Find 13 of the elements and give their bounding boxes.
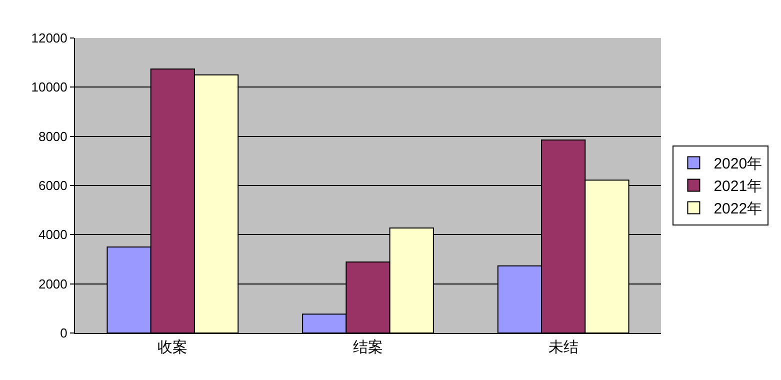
x-tick-label: 收案 <box>158 339 188 356</box>
y-tick-label: 8000 <box>38 128 68 144</box>
legend-label: 2022年 <box>714 200 762 218</box>
y-tick-label: 10000 <box>31 80 68 95</box>
y-tick-label: 6000 <box>38 178 68 194</box>
x-tick-label: 未结 <box>548 339 578 356</box>
x-tick-label: 结案 <box>353 339 383 356</box>
y-tick-label: 0 <box>60 326 68 341</box>
y-tick-label: 4000 <box>38 227 68 242</box>
y-tick-label: 2000 <box>38 276 68 292</box>
y-tick-label: 12000 <box>31 30 68 46</box>
legend-label: 2021年 <box>714 178 762 196</box>
legend-label: 2020年 <box>714 156 762 173</box>
